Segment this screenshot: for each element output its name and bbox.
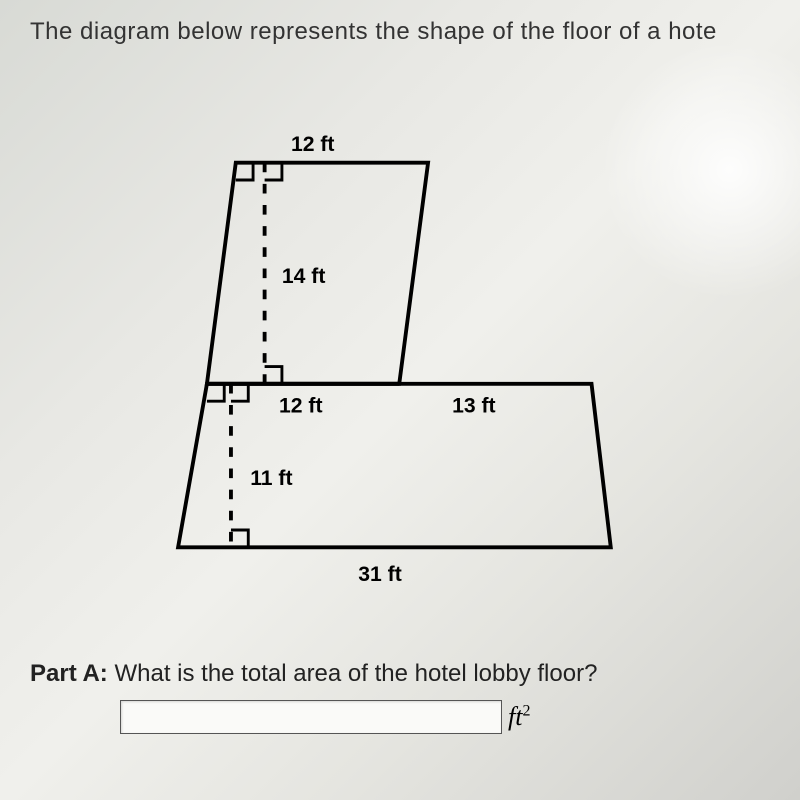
- right-angle-icon: [265, 163, 282, 180]
- part-a-prompt: Part A: What is the total area of the ho…: [30, 660, 597, 688]
- right-angle-icon: [231, 384, 248, 401]
- diagram-svg: 12 ft 14 ft 12 ft 13 ft 11 ft 31 ft: [130, 90, 630, 620]
- geometry-diagram: 12 ft 14 ft 12 ft 13 ft 11 ft 31 ft: [130, 90, 630, 620]
- dimension-label: 31 ft: [358, 563, 401, 586]
- answer-input[interactable]: [120, 700, 502, 734]
- dimension-label: 13 ft: [452, 395, 495, 418]
- dimension-label: 12 ft: [291, 133, 334, 156]
- dimension-label: 14 ft: [282, 265, 325, 288]
- question-text: The diagram below represents the shape o…: [30, 18, 717, 46]
- bottom-trapezoid: [178, 384, 611, 547]
- part-a-question: What is the total area of the hotel lobb…: [114, 660, 597, 687]
- unit-label: ft2: [508, 702, 530, 732]
- right-angle-icon: [236, 163, 253, 180]
- dimension-label: 11 ft: [250, 467, 292, 490]
- screen-glare: [600, 40, 800, 300]
- right-angle-icon: [265, 367, 282, 384]
- answer-row: ft2: [120, 700, 530, 734]
- part-a-label: Part A:: [30, 660, 108, 687]
- right-angle-icon: [231, 530, 248, 547]
- right-angle-icon: [207, 384, 224, 401]
- dimension-labels: 12 ft 14 ft 12 ft 13 ft 11 ft 31 ft: [250, 133, 495, 586]
- dimension-label: 12 ft: [279, 395, 322, 418]
